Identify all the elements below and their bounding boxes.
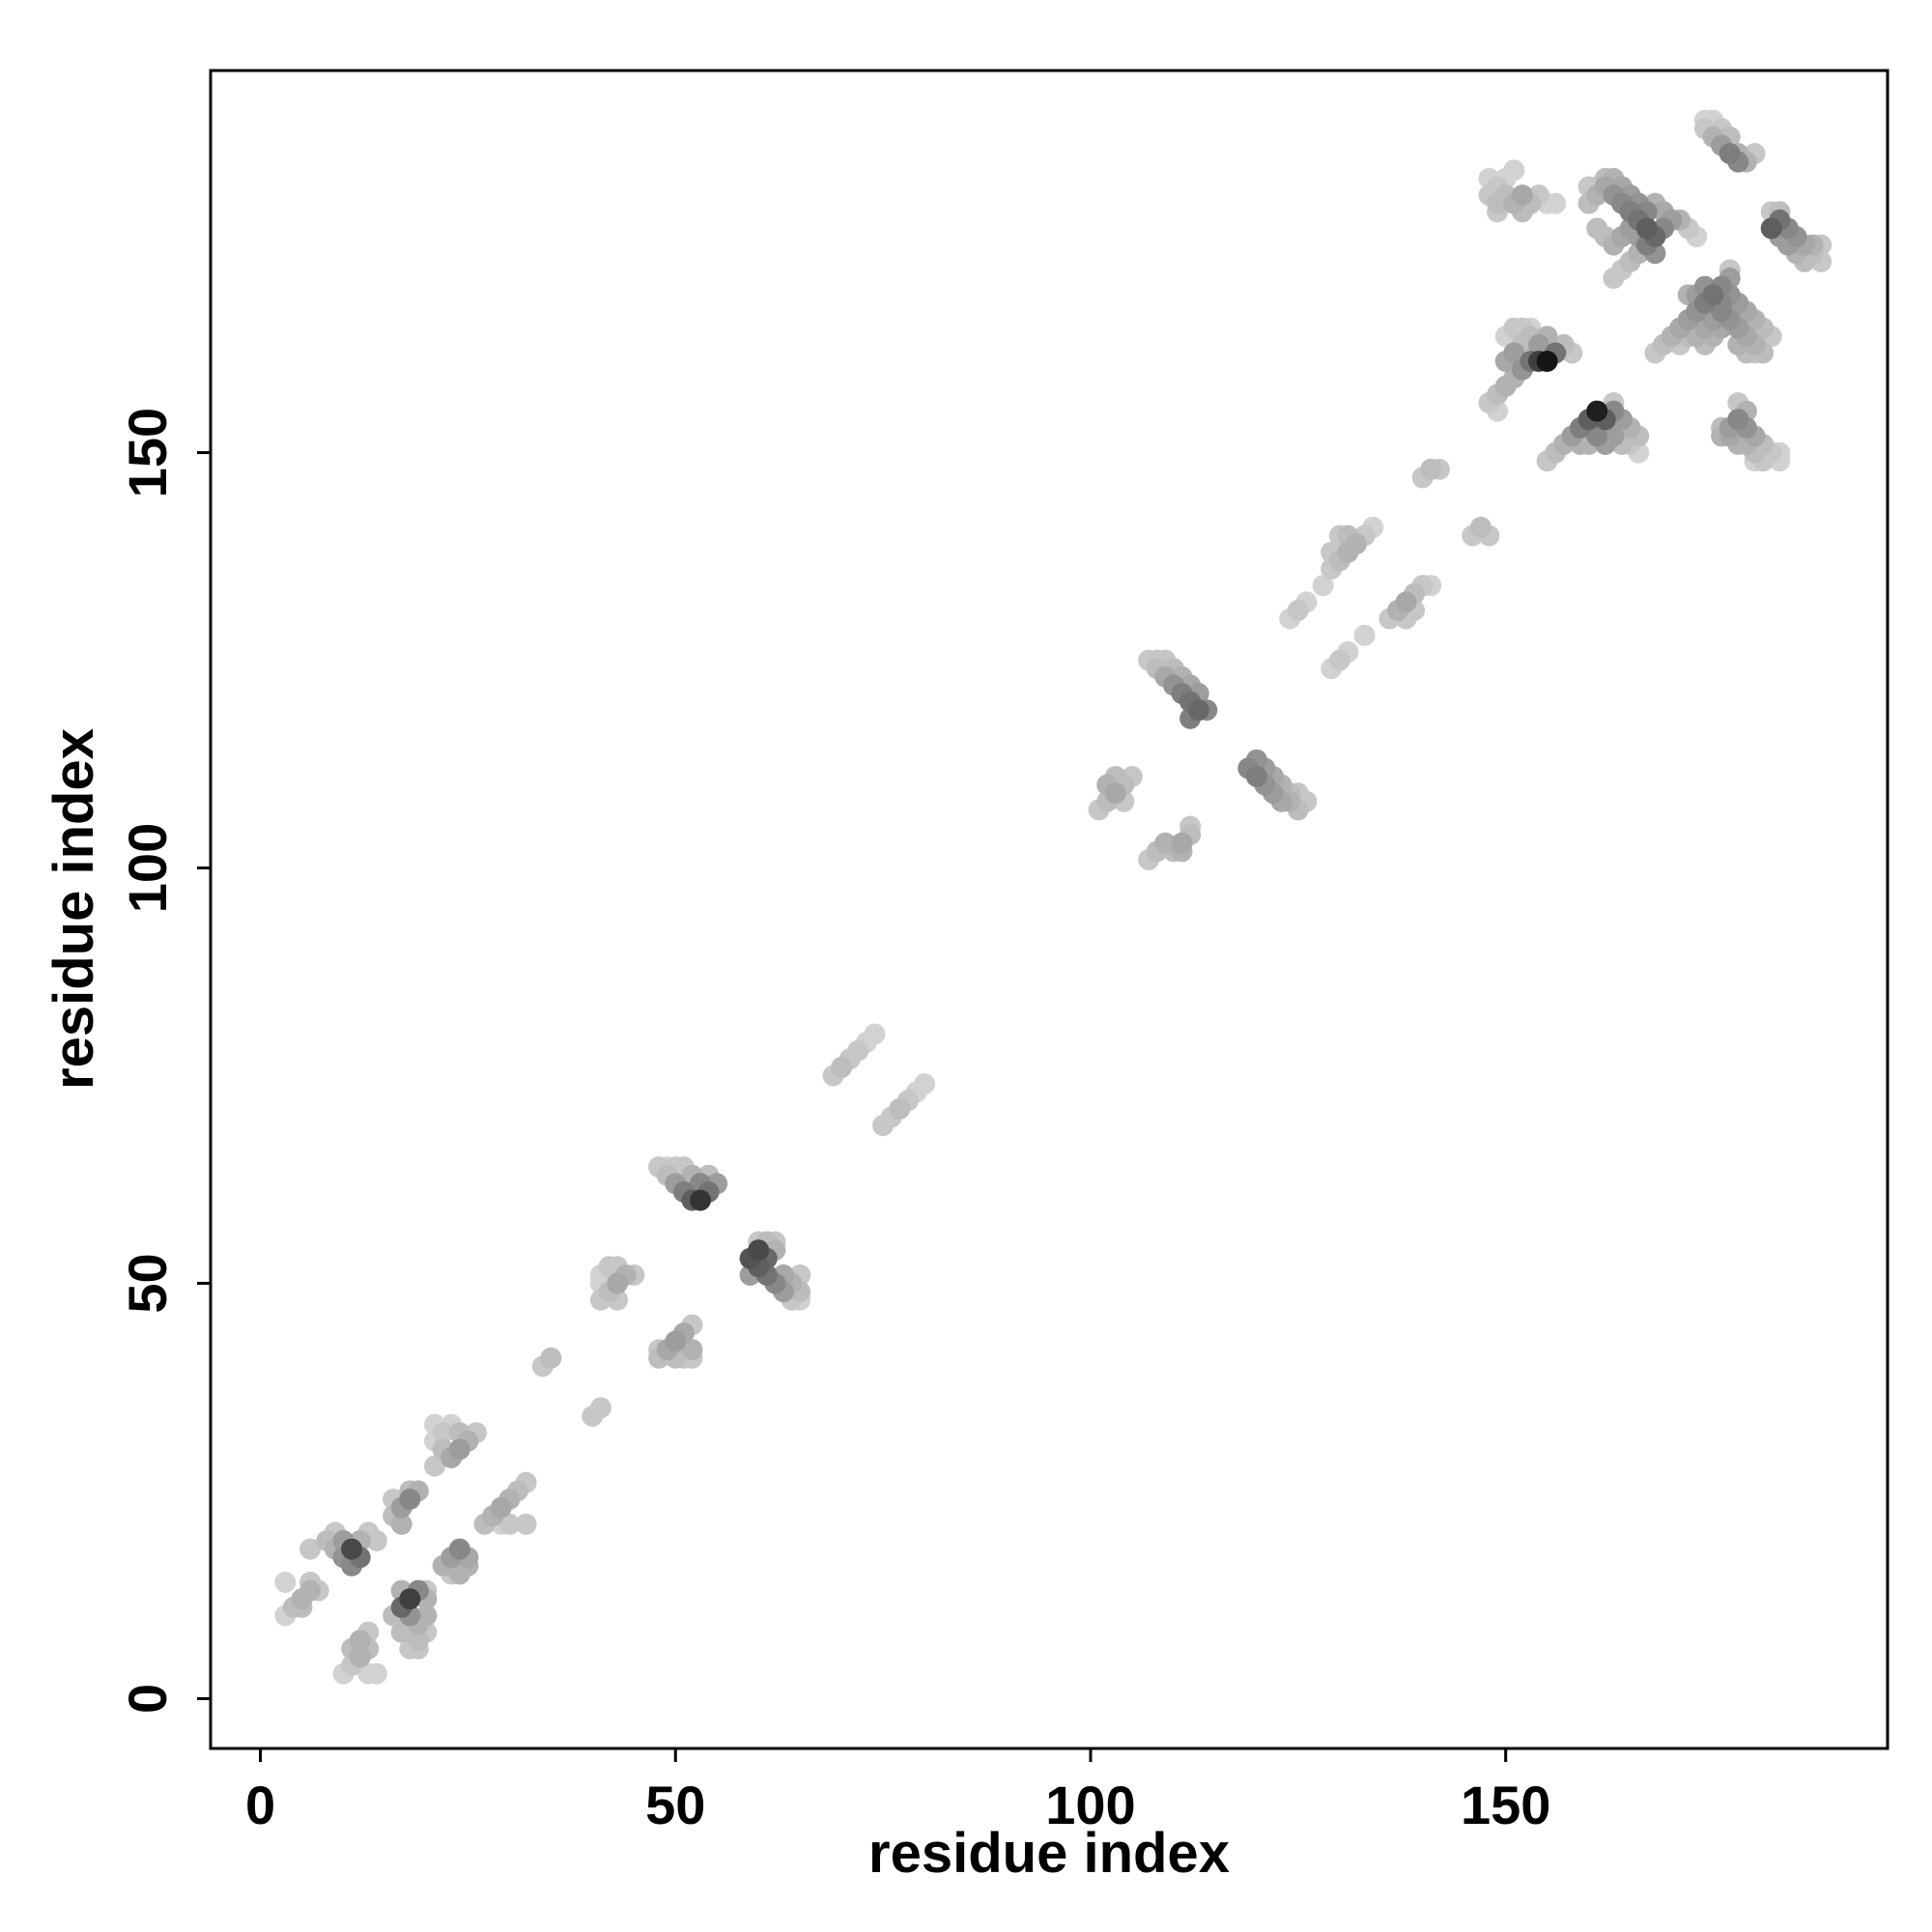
data-point — [349, 1646, 371, 1668]
data-point — [349, 1630, 371, 1652]
data-point — [1760, 217, 1782, 240]
data-point — [407, 1630, 429, 1652]
data-point — [748, 1239, 770, 1262]
data-point — [864, 1023, 886, 1045]
data-point — [1353, 624, 1376, 646]
data-point — [1328, 649, 1350, 671]
data-point — [889, 1097, 911, 1120]
data-point — [1635, 217, 1658, 240]
data-point — [448, 1538, 470, 1560]
y-tick-label: 100 — [117, 823, 178, 913]
data-points — [274, 109, 1833, 1685]
data-point — [341, 1538, 363, 1560]
data-point — [589, 1397, 611, 1419]
data-point — [1719, 143, 1741, 164]
data-point — [515, 1513, 537, 1535]
data-point — [1395, 591, 1417, 613]
data-point — [1503, 342, 1525, 364]
x-tick-label: 0 — [245, 1775, 275, 1835]
data-point — [1536, 351, 1558, 372]
data-point — [1469, 516, 1492, 538]
y-tick-label: 150 — [117, 408, 178, 497]
data-point — [1420, 458, 1442, 480]
data-point — [1545, 192, 1567, 214]
data-point — [390, 1513, 412, 1535]
x-tick-label: 100 — [1045, 1775, 1135, 1835]
data-point — [399, 1489, 421, 1510]
data-point — [424, 1455, 445, 1477]
y-tick-label: 0 — [117, 1684, 178, 1714]
y-axis: 0 50 100 150 — [117, 408, 211, 1714]
data-point — [540, 1347, 562, 1369]
data-point — [681, 1339, 703, 1361]
data-point — [365, 1530, 387, 1551]
x-tick-label: 150 — [1461, 1775, 1550, 1835]
data-point — [665, 1330, 687, 1352]
data-point — [1603, 268, 1625, 289]
data-point — [390, 1621, 412, 1643]
data-point — [1245, 765, 1267, 787]
data-point — [1586, 217, 1608, 240]
data-point — [299, 1538, 322, 1560]
data-point — [1727, 409, 1749, 431]
data-point — [607, 1272, 629, 1294]
x-axis: 0 50 100 150 — [245, 1748, 1550, 1835]
data-point — [831, 1056, 853, 1078]
data-point — [498, 1513, 521, 1535]
data-point — [299, 1579, 322, 1602]
data-point — [432, 1422, 454, 1444]
data-point — [1154, 832, 1177, 854]
data-point — [1312, 575, 1334, 597]
data-point — [1586, 400, 1608, 422]
data-point — [274, 1572, 297, 1593]
x-tick-label: 50 — [645, 1775, 705, 1835]
data-point — [448, 1438, 470, 1461]
y-axis-title: residue index — [43, 728, 105, 1090]
data-point — [399, 1588, 421, 1610]
data-point — [1528, 333, 1549, 355]
data-point — [1171, 832, 1193, 854]
data-point — [1586, 425, 1608, 447]
y-tick-label: 50 — [117, 1253, 178, 1313]
data-point — [1702, 284, 1724, 306]
data-point — [1187, 699, 1209, 722]
data-point — [1287, 599, 1309, 621]
data-point — [1511, 185, 1533, 206]
data-point — [1487, 192, 1509, 214]
data-point — [415, 1605, 438, 1627]
plot-frame — [209, 69, 1889, 1750]
data-point — [690, 1189, 711, 1211]
data-point — [914, 1073, 936, 1095]
data-point — [1104, 782, 1126, 805]
data-point — [490, 1496, 512, 1519]
data-point — [365, 1662, 387, 1685]
data-point — [1346, 533, 1367, 555]
x-axis-title: residue index — [868, 1822, 1230, 1885]
data-point — [847, 1039, 869, 1062]
data-point — [1503, 159, 1525, 182]
